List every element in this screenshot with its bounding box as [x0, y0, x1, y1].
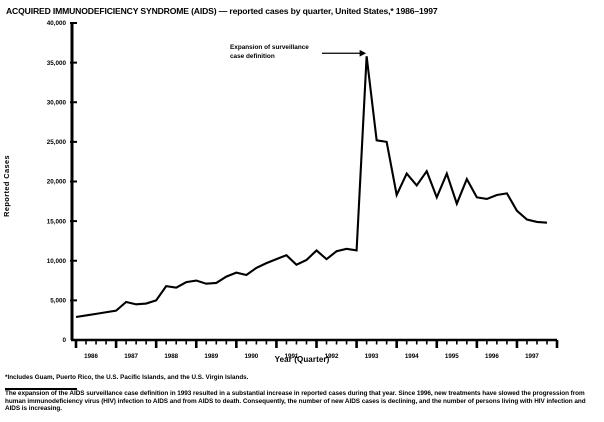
x-tick-label: 1990: [244, 353, 258, 360]
y-tick-label: 0: [62, 337, 66, 344]
y-tick-label: 30,000: [47, 99, 67, 106]
y-axis-title: Reported Cases: [2, 155, 11, 217]
page-title: ACQUIRED IMMUNODEFICIENCY SYNDROME (AIDS…: [6, 6, 438, 16]
x-tick-label: 1986: [84, 353, 98, 360]
x-tick-label: 1987: [124, 353, 138, 360]
annotation-line-1: Expansion of surveillance: [230, 44, 309, 52]
x-tick-label: 1995: [445, 353, 459, 360]
x-axis-tick-labels: 1986 1987 1988 1989 1990 1991 1992 1993 1994 1995…: [84, 353, 539, 360]
aids-cases-line-chart: 0 5,000 10,000 15,000 20,000 25,000 30,000 35,0…: [47, 20, 559, 360]
divider-rule: [5, 388, 77, 390]
x-tick-label: 1988: [164, 353, 178, 360]
y-axis-tick-labels: 0 5,000 10,000 15,000 20,000 25,000 30,000 35,0…: [47, 20, 67, 344]
chart-plot-area: 0 5,000 10,000 15,000 20,000 25,000 30,000 35,0…: [0, 18, 604, 368]
x-tick-label: 1994: [405, 353, 419, 360]
x-tick-label: 1997: [525, 353, 539, 360]
y-tick-label: 5,000: [50, 298, 66, 305]
y-tick-label: 10,000: [47, 258, 67, 265]
x-tick-label: 1991: [285, 353, 299, 360]
data-series-line: [75, 56, 548, 319]
y-tick-label: 25,000: [47, 139, 67, 146]
x-tick-label: 1992: [325, 353, 339, 360]
y-tick-label: 40,000: [47, 20, 67, 27]
x-axis-ticks: [74, 340, 559, 348]
source-note-text: The expansion of the AIDS surveillance c…: [5, 390, 586, 413]
footnote-text: *Includes Guam, Puerto Rico, the U.S. Pa…: [5, 374, 249, 381]
x-axis-title: Year (Quarter): [274, 355, 330, 364]
annotation-arrow-icon: [322, 49, 367, 57]
y-tick-label: 35,000: [47, 60, 67, 67]
annotation-label: Expansion of surveillance case definitio…: [230, 44, 309, 61]
y-tick-label: 15,000: [47, 218, 67, 225]
x-tick-label: 1993: [365, 353, 379, 360]
annotation-line-2: case definition: [230, 52, 275, 60]
y-tick-label: 20,000: [47, 179, 67, 186]
x-tick-label: 1996: [485, 353, 499, 360]
x-tick-label: 1989: [204, 353, 218, 360]
